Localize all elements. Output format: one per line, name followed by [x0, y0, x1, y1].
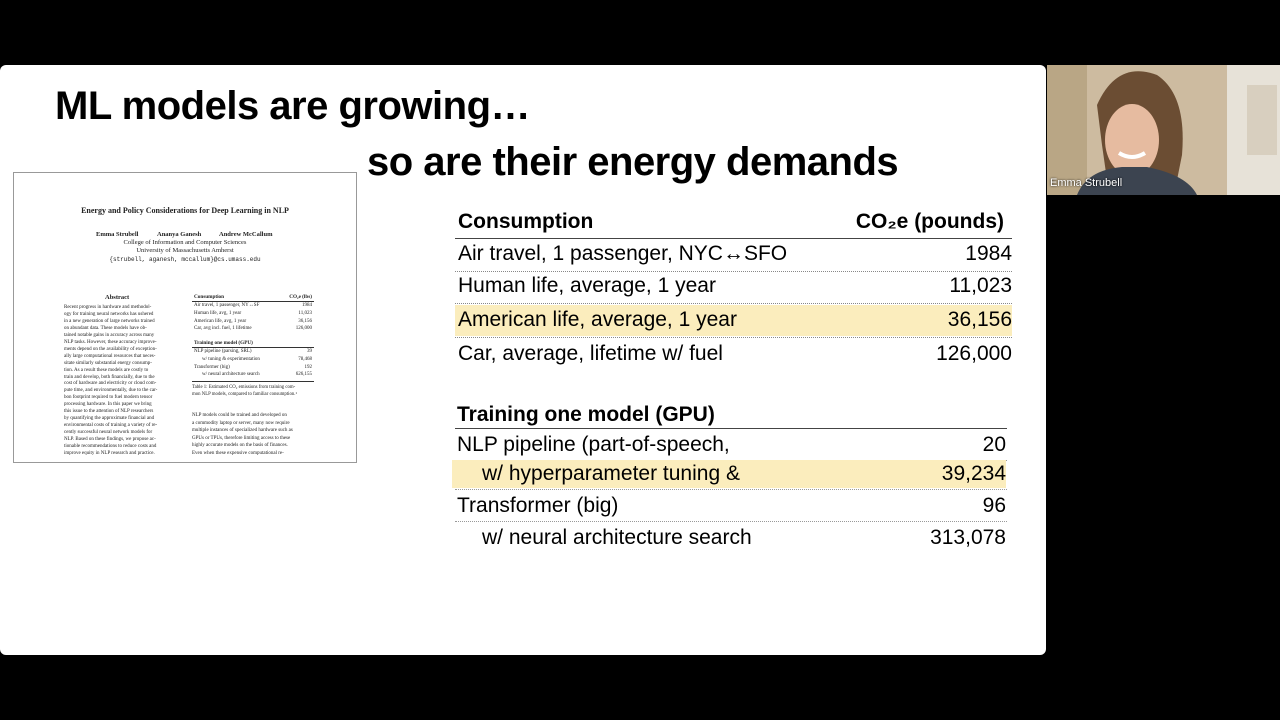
paper-table-value: 39	[307, 349, 312, 354]
paper-email: {strubell, aganesh, mccallum}@cs.umass.e…	[109, 256, 261, 263]
table-cell: Transformer (big)	[457, 494, 619, 517]
paper-body-line: NLP models could be trained and develope…	[192, 413, 287, 418]
table-value: 36,156	[947, 308, 1012, 331]
paper-abstract-line: train and develop, both financially, due…	[64, 374, 155, 380]
table-value: 313,078	[930, 526, 1006, 549]
paper-body-line: highly accurate models on the basis of f…	[192, 443, 288, 449]
paper-abstract-line: this issue to the attention of NLP resea…	[64, 409, 154, 415]
table-cell: American life, average, 1 year	[458, 308, 737, 331]
table-header: Consumption	[458, 210, 594, 233]
paper-abstract-line: improve equity in NLP research and pract…	[64, 450, 155, 456]
divider	[455, 303, 1012, 304]
table-value: 126,000	[936, 342, 1012, 365]
paper-table-value: 78,468	[298, 356, 312, 362]
paper-table-value: 36,156	[298, 318, 312, 324]
paper-abstract-line: NLP. Based on these findings, we propose…	[64, 437, 156, 443]
paper-affiliation: University of Massachusetts Amherst	[136, 247, 234, 254]
table-cell: w/ hyperparameter tuning &	[482, 462, 740, 485]
divider	[455, 271, 1012, 272]
paper-table-cell: NLP pipeline (parsing, SRL)	[194, 349, 252, 354]
paper-abstract-line: cently successful neural network models …	[64, 430, 153, 436]
divider	[455, 337, 1012, 338]
paper-caption: mon NLP models, compared to familiar con…	[192, 392, 297, 397]
table-cell: Car, average, lifetime w/ fuel	[458, 342, 723, 365]
table-value: 96	[982, 494, 1006, 517]
participant-name: Emma Strubell	[1050, 177, 1123, 189]
highlight	[452, 460, 1006, 488]
paper-abstract-line: ments depend on the availability of exce…	[64, 346, 157, 352]
table-value: 39,234	[941, 462, 1006, 485]
table-value: 20	[982, 433, 1006, 456]
divider	[455, 489, 1007, 490]
rule	[192, 301, 314, 302]
paper-table-header: CO₂e (lbs)	[289, 294, 312, 300]
paper-table-cell: w/ tuning & experimentation	[202, 356, 260, 362]
paper-abstract-heading: Abstract	[105, 294, 130, 301]
table-cell: w/ neural architecture search	[482, 526, 752, 549]
paper-author: Emma Strubell	[96, 231, 139, 238]
rule	[455, 238, 1012, 239]
paper-table-cell: American life, avg, 1 year	[194, 318, 247, 324]
paper-body-line: a commodity laptop or server, many now r…	[192, 420, 290, 426]
slide-title: ML models are growing…	[55, 84, 531, 128]
highlight	[455, 305, 1012, 336]
paper-abstract-line: tion. As a result these models are costl…	[64, 367, 149, 373]
paper-table-value: 626,155	[295, 372, 312, 378]
table-header: CO₂e (pounds)	[855, 210, 1004, 233]
paper-table-cell: Air travel, 1 passenger, NY↔SF	[194, 303, 260, 308]
paper-table-header: Consumption	[194, 294, 224, 300]
rule	[455, 428, 1007, 429]
paper-abstract-line: cost of hardware and electricity or clou…	[64, 381, 157, 387]
paper-abstract-line: sitate similarly substantial energy cons…	[64, 360, 152, 366]
paper-author: Andrew McCallum	[219, 231, 273, 238]
paper-abstract-line: on abundant data. These models have ob-	[64, 325, 147, 331]
paper-author: Ananya Ganesh	[157, 231, 202, 238]
paper-title: Energy and Policy Considerations for Dee…	[81, 206, 289, 215]
paper-abstract-line: ally large computational resources that …	[64, 353, 156, 359]
paper-body-line: GPUs or TPUs, therefore limiting access …	[192, 435, 291, 441]
section-header: Training one model (GPU)	[457, 403, 715, 426]
paper-abstract-line: tained notable gains in accuracy across …	[64, 332, 155, 338]
paper-table-section: Training one model (GPU)	[194, 340, 253, 346]
paper-table-cell: Transformer (big)	[194, 364, 230, 370]
paper-table-cell: w/ neural architecture search	[202, 372, 260, 378]
rule	[192, 347, 314, 348]
paper-abstract-line: tionable recommendations to reduce costs…	[64, 444, 157, 449]
paper-abstract-line: ogy for training neural networks has ush…	[64, 311, 154, 317]
paper-caption: Table 1: Estimated CO₂ emissions from tr…	[192, 385, 296, 390]
video-image	[1047, 65, 1280, 195]
paper-table-value: 192	[304, 364, 313, 370]
paper-thumbnail: Energy and Policy Considerations for Dee…	[13, 172, 357, 463]
paper-table-cell: Human life, avg, 1 year	[194, 310, 242, 316]
paper-table-cell: Car, avg incl. fuel, 1 lifetime	[194, 326, 252, 332]
paper-abstract-line: in a new generation of large networks tr…	[64, 318, 155, 324]
table-cell: NLP pipeline (part-of-speech,	[457, 433, 730, 456]
paper-table-value: 126,000	[295, 326, 312, 332]
slide-subtitle: so are their energy demands	[367, 140, 899, 184]
paper-abstract-line: processing hardware. In this paper we br…	[64, 402, 152, 408]
paper-table-value: 1984	[302, 303, 312, 308]
paper-abstract-line: NLP tasks. However, these accuracy impro…	[64, 339, 157, 345]
table-cell: Human life, average, 1 year	[458, 274, 716, 297]
table-value: 1984	[965, 242, 1012, 265]
paper-body-line: multiple instances of specialized hardwa…	[192, 428, 293, 434]
divider	[455, 521, 1007, 522]
paper-table-value: 11,023	[298, 310, 312, 316]
rule	[192, 381, 314, 382]
table-cell: Air travel, 1 passenger, NYC↔SFO	[458, 242, 788, 265]
video-tile: Emma Strubell	[1047, 65, 1280, 195]
paper-abstract-line: bon footprint required to fuel modern te…	[64, 395, 153, 401]
paper-body-line: Even when these expensive computational …	[192, 451, 284, 456]
paper-abstract-line: by quantifying the approximate financial…	[64, 416, 155, 422]
paper-affiliation: College of Information and Computer Scie…	[123, 239, 247, 246]
paper-abstract-line: pute time, and environmentally, due to t…	[64, 388, 158, 394]
paper-abstract-line: Recent progress in hardware and methodol…	[64, 305, 152, 310]
paper-abstract-line: environmental costs of training a variet…	[64, 423, 158, 429]
table-value: 11,023	[949, 274, 1012, 297]
